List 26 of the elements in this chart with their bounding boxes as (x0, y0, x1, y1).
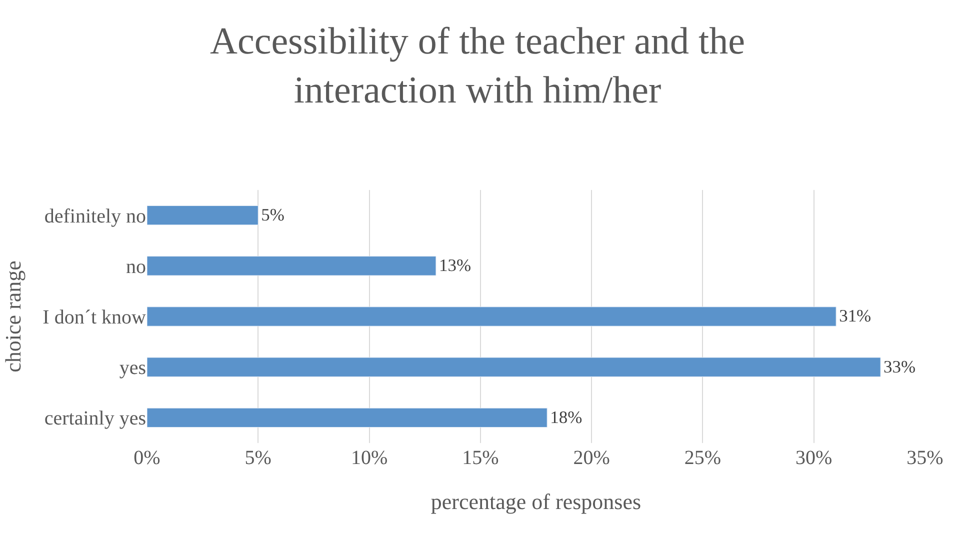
data-label: 33% (884, 356, 916, 376)
y-tick-label: no (126, 256, 146, 278)
data-label: 31% (839, 306, 872, 326)
data-label: 13% (438, 255, 472, 276)
bar (147, 408, 548, 428)
x-tick-label: 10% (350, 447, 388, 469)
x-tick-label: 5% (244, 447, 272, 469)
chart-title: Accessibility of the teacher and the interaction with him/her (210, 20, 745, 112)
x-tick-label: 30% (796, 447, 832, 469)
bar (147, 357, 881, 377)
bar (147, 205, 258, 226)
x-tick-label: 15% (462, 447, 499, 469)
data-label: 18% (550, 406, 582, 427)
bar (147, 306, 836, 326)
y-tick-label: definitely no (44, 205, 146, 228)
data-label: 5% (261, 204, 284, 225)
y-axis-title: choice range (0, 260, 26, 372)
x-tick-label: 35% (906, 447, 944, 469)
x-axis-title: percentage of responses (430, 488, 642, 514)
y-tick-label: certainly yes (44, 408, 146, 430)
bar (147, 256, 436, 276)
y-tick-label: I don´t know (42, 306, 147, 328)
y-tick-label: yes (119, 357, 146, 380)
x-tick-label: 25% (684, 447, 722, 469)
x-tick-label: 20% (573, 447, 610, 469)
x-tick-label: 0% (134, 447, 160, 469)
